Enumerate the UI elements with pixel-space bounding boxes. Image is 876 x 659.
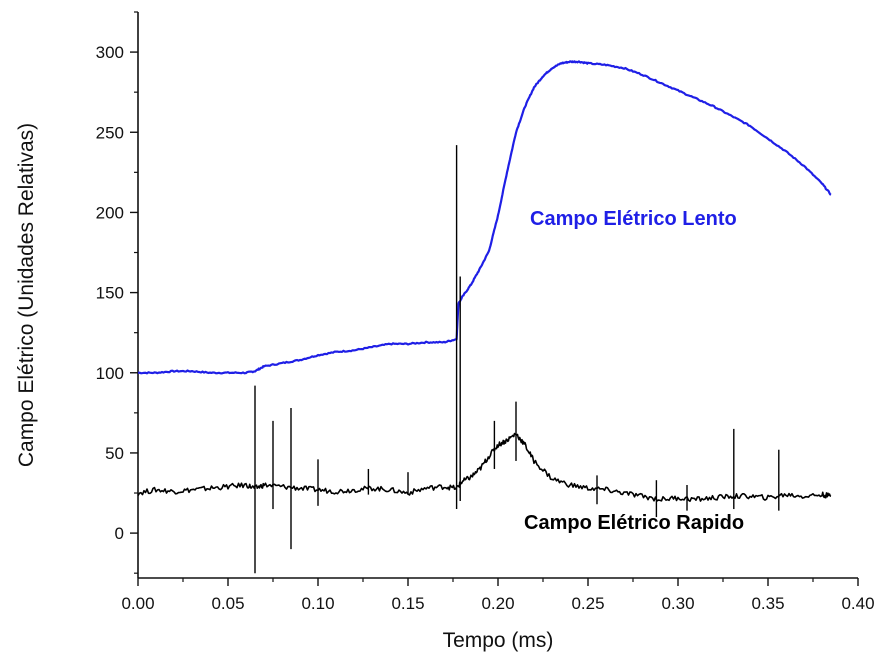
x-tick-label: 0.20 <box>481 594 514 613</box>
y-tick-label: 50 <box>105 444 124 463</box>
x-axis-title: Tempo (ms) <box>443 629 554 652</box>
series-label-lento: Campo Elétrico Lento <box>530 208 737 230</box>
y-tick-label: 250 <box>96 123 124 142</box>
series-line-lento <box>137 60 832 375</box>
y-tick-label: 0 <box>115 524 124 543</box>
x-tick-label: 0.40 <box>841 594 874 613</box>
series-label-rapido: Campo Elétrico Rapido <box>524 512 744 534</box>
y-tick-label: 300 <box>96 43 124 62</box>
x-tick-label: 0.30 <box>661 594 694 613</box>
y-tick-label: 150 <box>96 284 124 303</box>
y-tick-label: 100 <box>96 364 124 383</box>
x-tick-label: 0.25 <box>571 594 604 613</box>
series-line-rapido <box>137 432 832 503</box>
x-tick-label: 0.00 <box>121 594 154 613</box>
x-tick-label: 0.15 <box>391 594 424 613</box>
y-axis-title: Campo Elétrico (Unidades Relativas) <box>15 123 38 467</box>
y-ticks: 0 50 100 150 200 250 300 <box>96 11 138 574</box>
x-tick-label: 0.35 <box>751 594 784 613</box>
x-tick-label: 0.05 <box>211 594 244 613</box>
y-tick-label: 200 <box>96 203 124 222</box>
axes <box>137 12 858 579</box>
plot-area <box>137 60 832 574</box>
x-tick-label: 0.10 <box>301 594 334 613</box>
x-ticks: 0.00 0.05 0.10 0.15 0.20 0.25 0.30 0.35 0.40 <box>121 578 875 613</box>
